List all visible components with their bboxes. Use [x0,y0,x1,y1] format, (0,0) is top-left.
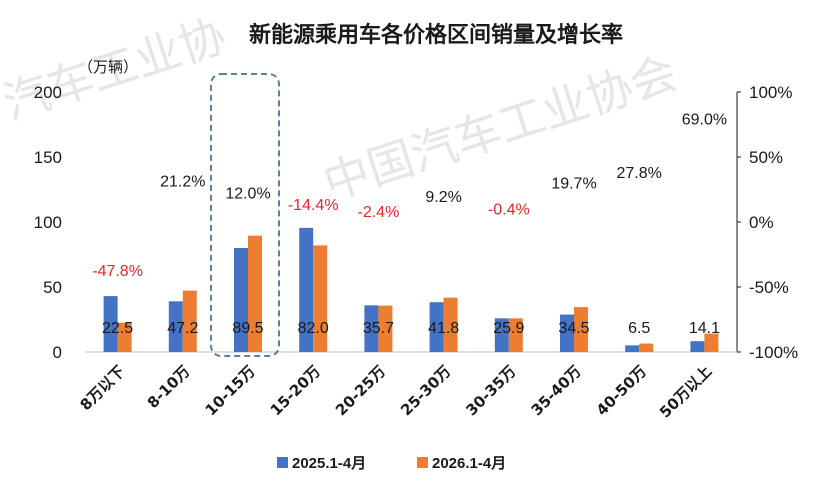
bar-2026 [248,235,262,352]
growth-label: -47.8% [92,263,143,280]
growth-label: 9.2% [425,189,461,206]
y2-tick-label: 0% [749,213,774,232]
category-labels: 8万以下 8-10万 10-15万 15-20万 20-25万 25-30万 30-35万 3… [77,362,716,421]
growth-label: 69.0% [682,111,727,128]
chart-title: 新能源乘用车各价格区间销量及增长率 [249,22,623,48]
left-axis: 0 50 100 150 200 [34,83,62,362]
bar-2025 [168,301,183,352]
category-label: 50万以上 [656,362,715,421]
legend-label-2026: 2026.1-4月 [432,455,506,472]
highlight-box [210,73,280,357]
value-label: 25.9 [493,320,524,337]
y2-tick-label: 50% [749,148,783,167]
bars [103,227,719,352]
y-tick-label: 50 [43,278,62,297]
y-tick-label: 0 [53,343,62,362]
growth-label: 27.8% [617,165,662,182]
growth-label: 12.0% [225,185,270,202]
bar-2025 [234,248,248,352]
bar-2025 [625,345,640,352]
value-label: 6.5 [628,320,650,337]
bar-2025 [299,227,314,352]
growth-label: 19.7% [551,175,596,192]
growth-label: -2.4% [358,204,400,221]
legend-swatch-2025 [277,457,288,468]
value-label: 41.8 [428,320,459,337]
data-labels: 22.5 47.2 89.5 82.0 35.7 41.8 25.9 34.5 6.5 14.1 [102,320,720,337]
value-label: 82.0 [298,320,329,337]
value-label: 47.2 [167,320,198,337]
value-label: 22.5 [102,320,133,337]
y-tick-label: 100 [34,213,62,232]
category-label: 8-10万 [144,362,194,412]
category-label: 20-25万 [332,362,389,419]
category-label: 35-40万 [528,362,585,419]
y-tick-label: 150 [34,148,62,167]
y2-tick-label: 100% [749,83,792,102]
bar-2026 [639,343,654,352]
legend-label-2025: 2025.1-4月 [292,455,366,472]
category-label: 15-20万 [267,362,324,419]
bar-2025 [364,305,379,352]
svg-text:中国汽车工业协会: 中国汽车工业协会 [317,45,684,210]
left-axis-unit: （万辆） [78,58,138,76]
growth-label: -14.4% [288,197,339,214]
bar-2026 [182,290,197,352]
value-label: 35.7 [363,320,394,337]
bar-2026 [704,333,719,352]
bar-2025 [103,296,118,352]
value-label: 34.5 [558,320,589,337]
value-label: 14.1 [689,320,720,337]
bar-2025 [690,341,705,352]
bar-2026 [117,322,132,352]
bar-2026 [313,245,328,352]
bar-2026 [443,297,458,352]
category-label: 25-30万 [397,362,454,419]
legend-swatch-2026 [417,457,428,468]
bar-2025 [560,314,574,352]
bar-2026 [378,305,393,352]
growth-label: -0.4% [488,202,530,219]
category-label: 8万以下 [77,362,129,414]
bar-2025 [429,302,444,352]
legend: 2025.1-4月 2026.1-4月 [277,455,506,472]
bar-2026 [508,318,523,352]
y-tick-label: 200 [34,83,62,102]
growth-label: 21.2% [160,173,205,190]
y2-tick-label: -100% [749,343,798,362]
bar-2026 [574,307,588,352]
right-axis: -100% -50% 0% 50% 100% [736,83,798,362]
value-label: 89.5 [232,320,263,337]
bar-2025 [494,318,509,352]
growth-labels: -47.8% 21.2% 12.0% -14.4% -2.4% 9.2% -0.4% 19.7… [92,111,727,280]
y2-tick-label: -50% [749,278,789,297]
category-label: 30-35万 [462,362,519,419]
category-label: 10-15万 [202,362,259,419]
category-label: 40-50万 [593,362,650,419]
